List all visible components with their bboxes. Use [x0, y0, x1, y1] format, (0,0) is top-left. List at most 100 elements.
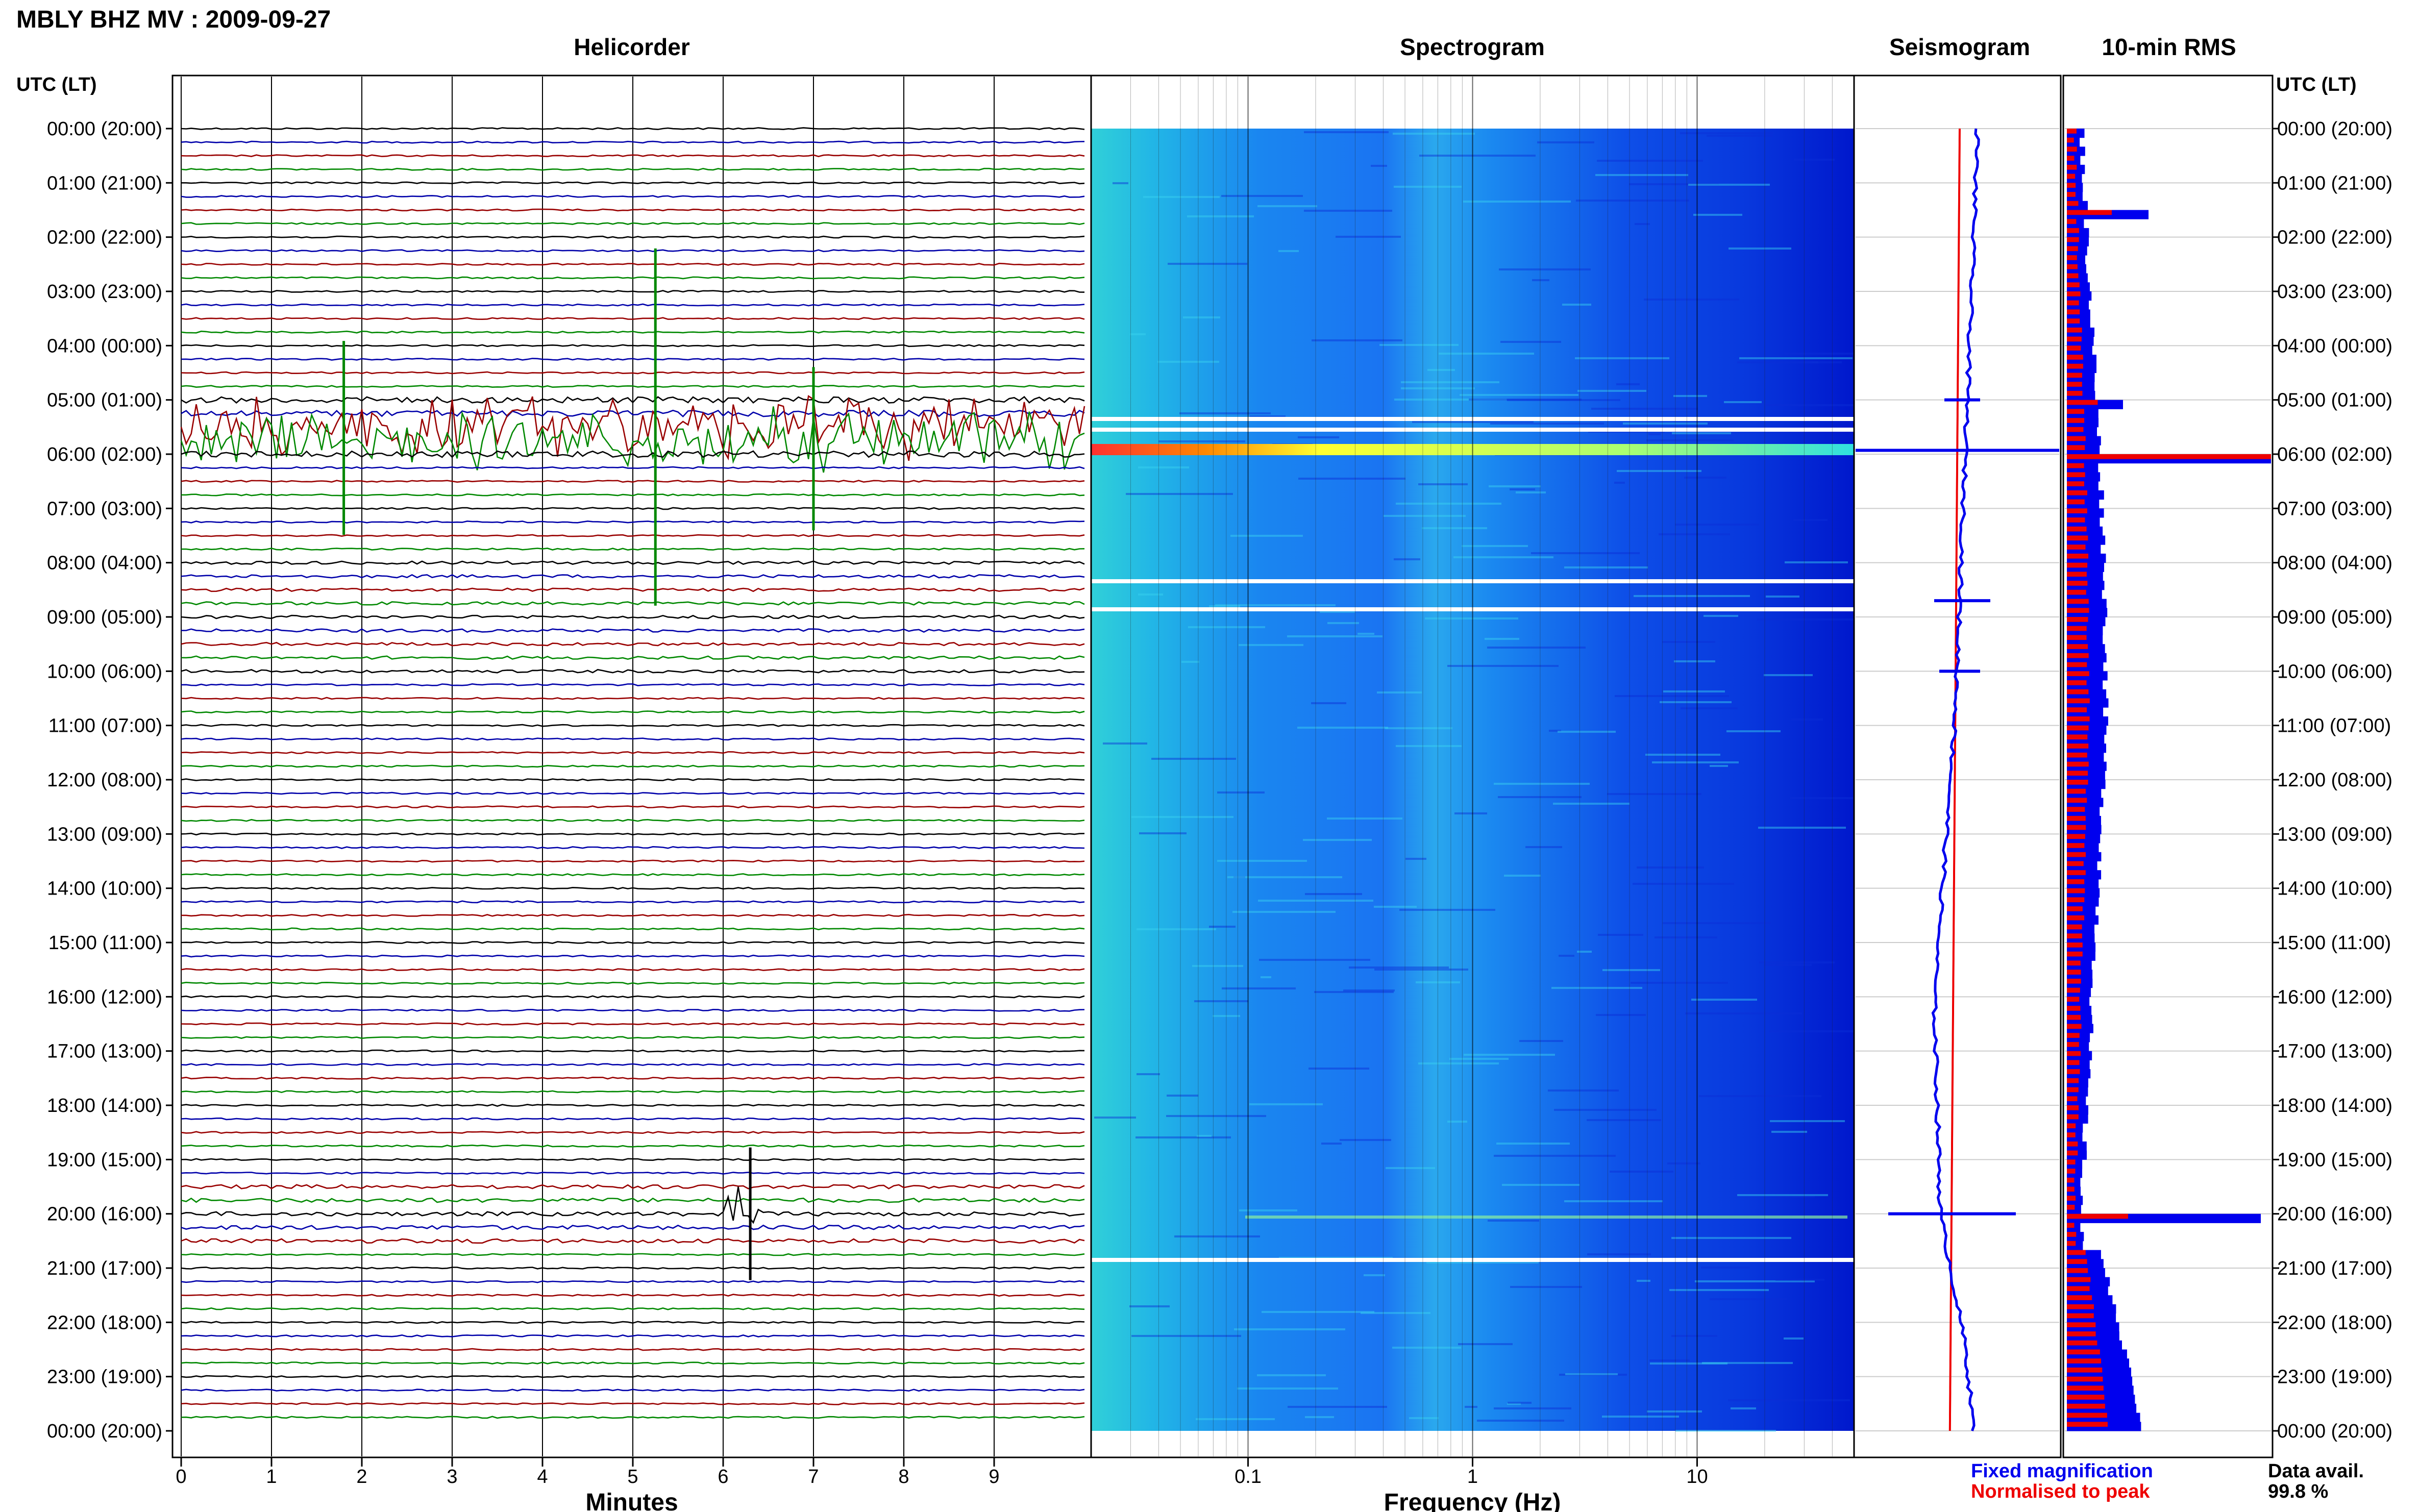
spectrogram-streak-155 [1737, 1194, 1828, 1196]
minute-tick-6: 6 [718, 1466, 728, 1488]
rms-bar-normalised-19 [2067, 300, 2079, 306]
helicorder-trace-55 [181, 873, 1085, 877]
spectrogram-streak-249 [1181, 661, 1199, 663]
helicorder-trace-79 [181, 1197, 1085, 1203]
rms-bar-normalised-31 [2067, 409, 2084, 414]
rms-bar-normalised-33 [2067, 427, 2084, 432]
spectrogram-streak-182 [1168, 263, 1247, 265]
helicorder-trace-88 [181, 1321, 1085, 1324]
spectrogram-streak-13 [1671, 1335, 1717, 1337]
spectrogram-streak-23 [1298, 478, 1405, 480]
helicorder-trace-81 [181, 1224, 1085, 1230]
spectrogram-streak-126 [1320, 611, 1355, 613]
time-axis-label-right: UTC (LT) [2276, 74, 2357, 95]
rms-bar-normalised-132 [2067, 1322, 2096, 1327]
helicorder-trace-66 [181, 1022, 1085, 1026]
rms-bar-normalised-74 [2067, 798, 2087, 803]
spectrogram-streak-66 [1458, 1343, 1513, 1345]
rms-bar-normalised-124 [2067, 1250, 2086, 1255]
rms-bar-normalised-79 [2067, 843, 2085, 848]
helicorder-trace-13 [181, 303, 1085, 307]
spectrogram-streak-162 [1327, 622, 1359, 624]
rms-bar-normalised-13 [2067, 246, 2078, 252]
rms-bar-normalised-130 [2067, 1304, 2094, 1309]
spectrogram-streak-151 [1377, 691, 1422, 693]
rms-bar-normalised-131 [2067, 1313, 2094, 1319]
minute-tick-1: 1 [266, 1466, 277, 1488]
time-tick-right-12: 12:00 (08:00) [2277, 770, 2392, 791]
spectrogram-streak-86 [1227, 876, 1342, 878]
frequency-tick-1: 1 [1467, 1466, 1478, 1488]
helicorder-trace-85 [181, 1280, 1085, 1283]
rms-bar-normalised-122 [2067, 1232, 2077, 1237]
helicorder-trace-60 [181, 941, 1085, 944]
spectrogram-streak-73 [1494, 1155, 1616, 1157]
spectrogram-streak-130 [1297, 727, 1388, 729]
spectrogram-streak-201 [1688, 184, 1770, 186]
rms-bar-normalised-97 [2067, 1006, 2081, 1011]
spectrogram-streak-242 [1259, 959, 1370, 961]
spectrogram-streak-200 [1663, 922, 1771, 924]
time-tick-right-5: 05:00 (01:00) [2277, 390, 2392, 411]
spectrogram-streak-135 [1131, 1335, 1241, 1337]
spectrogram-streak-105 [1777, 1196, 1815, 1198]
rms-bar-normalised-133 [2067, 1331, 2096, 1336]
helicorder-trace-40 [181, 668, 1085, 674]
spectrogram-streak-119 [1701, 1267, 1750, 1269]
spectrogram-streak-167 [1209, 605, 1240, 607]
spectrogram-streak-85 [1577, 951, 1592, 953]
spectrogram-streak-3 [1213, 1015, 1240, 1017]
rms-bar-normalised-15 [2067, 264, 2078, 269]
spectrogram-streak-83 [1685, 1012, 1802, 1014]
helicorder-trace-25 [181, 466, 1085, 469]
rms-bar-normalised-100 [2067, 1033, 2080, 1038]
rms-bar-normalised-69 [2067, 752, 2087, 758]
spectrogram-streak-137 [1671, 1237, 1791, 1239]
time-tick-left-7: 07:00 (03:00) [47, 498, 162, 519]
spectrogram-streak-181 [1728, 1399, 1850, 1401]
helicorder-trace-83 [181, 1253, 1085, 1256]
helicorder-trace-78 [181, 1184, 1085, 1189]
rms-bar-normalised-35 [2067, 445, 2085, 450]
spectrogram-streak-166 [1635, 223, 1650, 225]
helicorder-trace-6 [181, 208, 1085, 212]
time-tick-right-20: 20:00 (16:00) [2277, 1204, 2392, 1225]
spectrogram-streak-104 [1575, 357, 1669, 359]
helicorder-trace-61 [181, 954, 1085, 958]
rms-bar-normalised-71 [2067, 771, 2088, 776]
spectrogram-streak-35 [1764, 674, 1813, 676]
spectrogram-streak-102 [1784, 353, 1888, 355]
rms-bar-normalised-1 [2067, 137, 2074, 143]
spectrogram-streak-189 [1499, 268, 1591, 270]
spectrogram-streak-163 [1507, 1403, 1521, 1405]
time-tick-left-19: 19:00 (15:00) [47, 1149, 162, 1171]
helicorder-trace-57 [181, 900, 1085, 904]
spectrogram-streak-257 [1374, 969, 1468, 971]
rms-bar-normalised-17 [2067, 282, 2080, 287]
spectrogram-streak-113 [1669, 1289, 1769, 1291]
helicorder-trace-51 [181, 819, 1085, 822]
spectrogram-streak-187 [1607, 793, 1701, 795]
spectrogram-streak-96 [1371, 165, 1387, 167]
spectrogram-streak-46 [1662, 641, 1715, 643]
helicorder-trace-69 [181, 1063, 1085, 1067]
spectrogram-streak-231 [1562, 304, 1591, 306]
spectrogram-streak-80 [1500, 341, 1561, 343]
spectrogram-streak-165 [1239, 644, 1303, 646]
spectrogram-streak-243 [1349, 966, 1449, 969]
helicorder-trace-95 [181, 1416, 1085, 1419]
helicorder-trace-8 [181, 235, 1085, 239]
time-tick-right-9: 09:00 (05:00) [2277, 607, 2392, 628]
helicorder-trace-58 [181, 913, 1085, 917]
time-tick-left-6: 06:00 (02:00) [47, 444, 162, 465]
helicorder-trace-74 [181, 1131, 1085, 1134]
rms-bar-normalised-24 [2067, 345, 2081, 351]
spectrogram-title: Spectrogram [1400, 34, 1545, 60]
spectrogram-streak-32 [1739, 357, 1853, 359]
spectrogram-streak-92 [1623, 423, 1708, 425]
spectrogram-streak-68 [1139, 832, 1187, 834]
rms-bar-normalised-56 [2067, 635, 2087, 640]
spectrogram-streak-14 [1401, 381, 1499, 383]
rms-bar-normalised-57 [2067, 644, 2088, 649]
seismogram-frame [1853, 75, 2062, 1458]
